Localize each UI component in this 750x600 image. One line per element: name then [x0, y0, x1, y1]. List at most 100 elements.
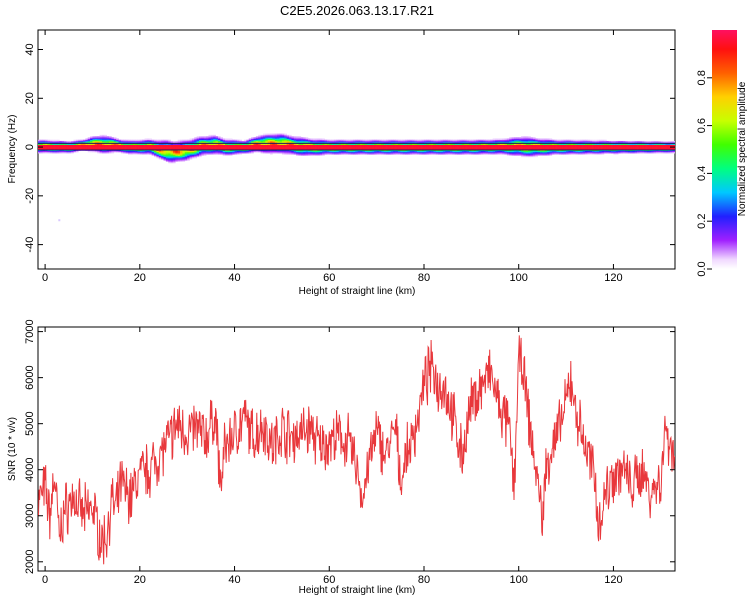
heatmap-cell — [300, 145, 304, 148]
heatmap-cell — [580, 151, 583, 154]
heatmap-cell — [111, 137, 115, 139]
heatmap-cell — [156, 151, 160, 154]
heatmap-cell — [485, 148, 489, 150]
heatmap-cell — [381, 151, 385, 154]
heatmap-cell — [322, 138, 325, 141]
heatmap-cell — [658, 147, 662, 149]
heatmap-cell — [262, 148, 266, 150]
heatmap-cell — [386, 147, 389, 149]
heatmap-cell — [149, 143, 152, 145]
heatmap-cell — [464, 148, 467, 150]
spectrogram-heatmap — [38, 133, 675, 222]
heatmap-cell — [246, 140, 250, 143]
heatmap-cell — [227, 140, 231, 143]
heatmap-cell — [293, 147, 297, 149]
heatmap-cell — [307, 148, 311, 150]
heatmap-cell — [49, 150, 53, 153]
heatmap-cell — [289, 148, 292, 150]
heatmap-cell — [480, 139, 484, 142]
heatmap-cell — [272, 136, 276, 138]
heatmap-cell — [253, 143, 257, 145]
heatmap-cell — [248, 151, 252, 154]
heatmap-cell — [180, 159, 183, 161]
heatmap-cell — [127, 151, 131, 154]
heatmap-cell — [165, 158, 169, 160]
heatmap-cell — [509, 145, 512, 148]
heatmap-cell — [445, 148, 448, 150]
heatmap-cell — [594, 153, 598, 155]
heatmap-cell — [521, 151, 524, 154]
heatmap-cell — [423, 147, 427, 149]
heatmap-cell — [146, 150, 150, 153]
heatmap-cell — [544, 154, 548, 156]
heatmap-cell — [350, 150, 354, 153]
heatmap-cell — [499, 145, 503, 148]
heatmap-cell — [132, 139, 136, 142]
heatmap-cell — [149, 138, 152, 141]
heatmap-cell — [371, 153, 375, 155]
heatmap-cell — [513, 145, 517, 148]
heatmap-cell — [461, 139, 465, 142]
heatmap-cell — [556, 144, 560, 147]
heatmap-cell — [144, 139, 148, 142]
heatmap-cell — [191, 144, 195, 147]
heatmap-cell — [45, 147, 48, 149]
heatmap-cell — [279, 150, 283, 153]
heatmap-cell — [170, 156, 174, 159]
heatmap-cell — [412, 140, 415, 143]
heatmap-cell — [568, 153, 572, 155]
heatmap-cell — [587, 153, 591, 155]
heatmap-cell — [251, 137, 254, 139]
heatmap-cell — [613, 151, 617, 154]
heatmap-cell — [603, 147, 607, 149]
heatmap-cell — [480, 144, 484, 147]
heatmap-cell — [66, 140, 70, 143]
heatmap-cell — [187, 159, 190, 161]
heatmap-cell — [556, 139, 560, 142]
heatmap-cell — [189, 153, 193, 155]
heatmap-cell — [445, 151, 448, 154]
heatmap-cell — [575, 148, 579, 150]
heatmap-cell — [272, 137, 276, 139]
heatmap-cell — [544, 147, 548, 149]
heatmap-cell — [220, 137, 224, 139]
heatmap-cell — [253, 138, 257, 141]
heatmap-cell — [168, 144, 171, 147]
heatmap-cell — [395, 148, 399, 150]
heatmap-cell — [419, 139, 422, 142]
heatmap-cell — [667, 147, 671, 149]
heatmap-cell — [556, 143, 560, 145]
heatmap-cell — [137, 150, 141, 153]
heatmap-cell — [490, 151, 493, 154]
heatmap-cell — [535, 140, 538, 143]
heatmap-cell — [634, 147, 638, 149]
heatmap-cell — [144, 150, 148, 153]
heatmap-cell — [397, 150, 401, 153]
heatmap-cell — [201, 140, 205, 143]
heatmap-cell — [49, 151, 53, 154]
heatmap-cell — [101, 134, 105, 137]
heatmap-cell — [549, 145, 553, 148]
heatmap-cell — [473, 151, 477, 154]
heatmap-cell — [516, 137, 520, 139]
heatmap-cell — [75, 147, 79, 149]
heatmap-cell — [210, 145, 214, 148]
heatmap-cell — [151, 154, 155, 156]
heatmap-cell — [532, 153, 536, 155]
heatmap-cell — [47, 140, 51, 143]
heatmap-cell — [61, 147, 65, 149]
heatmap-cell — [478, 153, 482, 155]
heatmap-cell — [177, 151, 181, 154]
heatmap-cell — [442, 150, 446, 153]
heatmap-cell — [587, 144, 591, 147]
heatmap-cell — [184, 145, 188, 148]
heatmap-cell — [547, 151, 550, 154]
heatmap-cell — [350, 143, 354, 145]
heatmap-cell — [92, 150, 96, 153]
heatmap-cell — [78, 144, 81, 147]
heatmap-cell — [388, 153, 392, 155]
heatmap-cell — [464, 140, 467, 143]
heatmap-cell — [279, 138, 283, 141]
heatmap-cell — [551, 147, 555, 149]
heatmap-cell — [213, 147, 216, 149]
